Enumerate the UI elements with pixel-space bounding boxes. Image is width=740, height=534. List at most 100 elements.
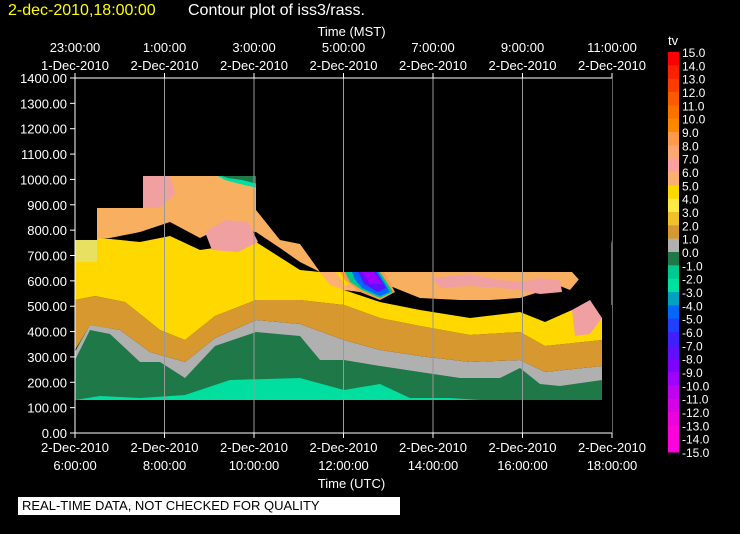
colorbar-level-label: 7.0 <box>682 153 699 167</box>
colorbar-swatch <box>668 372 679 386</box>
colorbar-swatch <box>668 345 679 360</box>
top-tick-date: 2-Dec-2010 <box>131 58 199 73</box>
colorbar-swatch <box>668 52 679 66</box>
y-tick-label: 600.00 <box>27 274 67 289</box>
contour-band <box>75 296 602 372</box>
colorbar-level-label: -8.0 <box>682 353 703 367</box>
colorbar: tv15.014.013.012.011.010.09.08.07.06.05.… <box>668 33 710 460</box>
y-tick-label: 700.00 <box>27 249 67 264</box>
bottom-tick-date: 2-Dec-2010 <box>489 440 557 455</box>
bottom-tick-time: 18:00:00 <box>587 458 638 473</box>
top-tick-date: 2-Dec-2010 <box>489 58 557 73</box>
colorbar-level-label: -13.0 <box>682 419 710 433</box>
top-tick-time: 7:00:00 <box>411 40 454 55</box>
colorbar-level-label: -4.0 <box>682 299 703 313</box>
colorbar-swatch <box>668 132 679 146</box>
colorbar-level-label: -3.0 <box>682 286 703 300</box>
empty-region-bottom <box>75 400 602 433</box>
bottom-tick-date: 2-Dec-2010 <box>131 440 199 455</box>
bottom-axis-label: Time (UTC) <box>318 476 385 491</box>
colorbar-level-label: 6.0 <box>682 166 699 180</box>
contour-band <box>432 274 562 294</box>
y-tick-label: 0.00 <box>42 426 67 441</box>
quality-banner: REAL-TIME DATA, NOT CHECKED FOR QUALITY <box>18 497 400 515</box>
colorbar-swatch <box>668 398 679 413</box>
colorbar-swatch <box>668 238 679 253</box>
colorbar-level-label: 14.0 <box>682 59 706 73</box>
colorbar-level-label: -12.0 <box>682 406 710 420</box>
y-tick-label: 300.00 <box>27 350 67 365</box>
colorbar-level-label: 0.0 <box>682 246 699 260</box>
y-tick-label: 400.00 <box>27 325 67 340</box>
colorbar-label: tv <box>668 33 679 48</box>
y-tick-label: 1100.00 <box>21 147 67 162</box>
colorbar-level-label: -5.0 <box>682 313 703 327</box>
colorbar-level-label: 12.0 <box>682 86 706 100</box>
bottom-tick-time: 10:00:00 <box>229 458 280 473</box>
colorbar-level-label: 9.0 <box>682 126 699 140</box>
colorbar-swatch <box>668 318 679 333</box>
contour-band <box>75 176 602 300</box>
y-tick-label: 900.00 <box>27 198 67 213</box>
colorbar-level-label: 4.0 <box>682 193 699 207</box>
colorbar-swatch <box>668 158 679 173</box>
colorbar-level-label: -11.0 <box>682 393 709 407</box>
y-tick-label: 200.00 <box>27 375 67 390</box>
colorbar-level-label: -7.0 <box>682 339 703 353</box>
bottom-tick-date: 2-Dec-2010 <box>399 440 467 455</box>
contour-band <box>143 176 175 208</box>
top-tick-date: 2-Dec-2010 <box>310 58 378 73</box>
colorbar-level-label: 2.0 <box>682 219 699 233</box>
colorbar-level-label: 1.0 <box>682 233 699 247</box>
contour-band <box>205 220 258 252</box>
bottom-tick-time: 6:00:00 <box>53 458 96 473</box>
colorbar-swatch <box>668 265 679 280</box>
colorbar-swatch <box>668 412 679 426</box>
y-tick-label: 800.00 <box>27 223 67 238</box>
top-tick-date: 2-Dec-2010 <box>220 58 288 73</box>
top-tick-time: 5:00:00 <box>322 40 365 55</box>
colorbar-swatch <box>668 358 679 373</box>
colorbar-level-label: -1.0 <box>682 259 703 273</box>
colorbar-level-label: 15.0 <box>682 46 706 60</box>
y-tick-label: 1300.00 <box>20 96 67 111</box>
colorbar-swatch <box>668 198 679 213</box>
colorbar-swatch <box>668 212 679 226</box>
colorbar-level-label: -15.0 <box>682 446 710 460</box>
top-tick-time: 9:00:00 <box>501 40 544 55</box>
contour-band <box>362 272 382 284</box>
top-tick-time: 11:00:00 <box>587 40 637 55</box>
colorbar-level-label: 10.0 <box>682 113 706 127</box>
contour-band <box>75 378 480 400</box>
colorbar-swatch <box>668 252 679 266</box>
grid-lines <box>164 78 523 433</box>
top-axis-label: Time (MST) <box>317 24 385 39</box>
colorbar-swatch <box>668 172 679 186</box>
colorbar-level-label: 3.0 <box>682 206 699 220</box>
top-tick-date: 2-Dec-2010 <box>578 58 646 73</box>
colorbar-swatch <box>668 145 679 160</box>
colorbar-level-label: -2.0 <box>682 273 703 287</box>
top-tick-date: 1-Dec-2010 <box>41 58 109 73</box>
axes: 1400.00 1300.00 1200.00 1100.00 1000.00 900.0… <box>20 24 646 491</box>
colorbar-swatch <box>668 105 679 120</box>
colorbar-level-label: -6.0 <box>682 326 703 340</box>
colorbar-level-label: -10.0 <box>682 379 710 393</box>
colorbar-level-label: -14.0 <box>682 433 710 447</box>
colorbar-swatch <box>668 425 679 440</box>
colorbar-swatch <box>668 438 679 453</box>
page-title: Contour plot of iss3/rass. <box>188 2 365 19</box>
bottom-tick-time: 8:00:00 <box>143 458 186 473</box>
colorbar-swatch <box>668 278 679 293</box>
contour-band <box>75 320 602 400</box>
colorbar-level-label: -9.0 <box>682 366 703 380</box>
colorbar-swatch <box>668 92 679 106</box>
empty-region-right <box>602 305 612 433</box>
colorbar-swatch <box>668 78 679 93</box>
contour-band <box>572 300 602 336</box>
colorbar-level-label: 5.0 <box>682 179 699 193</box>
colorbar-swatch <box>668 225 679 240</box>
colorbar-swatch <box>668 65 679 80</box>
bottom-tick-date: 2-Dec-2010 <box>578 440 646 455</box>
